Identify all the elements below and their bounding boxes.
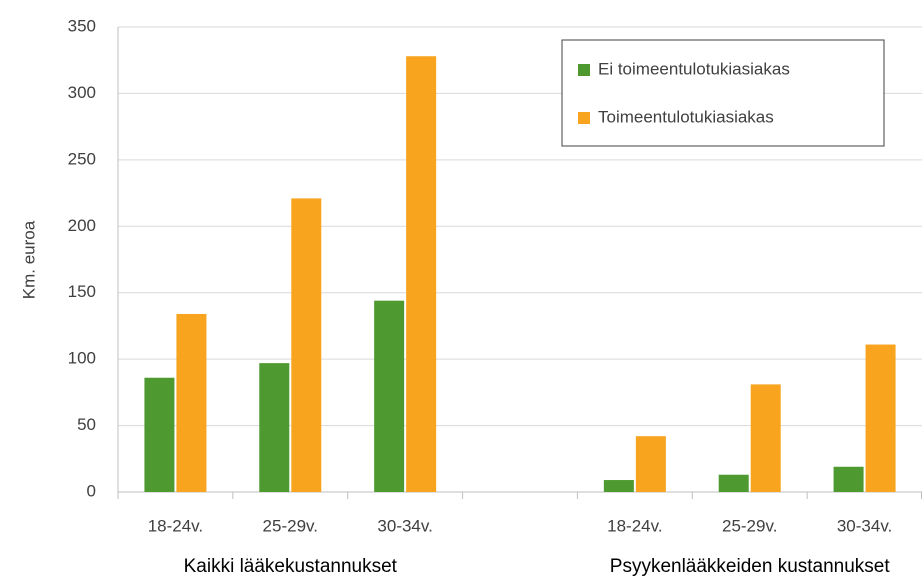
bar (291, 198, 322, 492)
group-label: Psyykenlääkkeiden kustannukset (610, 556, 891, 577)
y-axis-label: Km. euroa (19, 220, 38, 299)
legend-swatch (578, 112, 590, 124)
bar (865, 344, 896, 492)
y-tick-label: 0 (87, 481, 96, 500)
bar (603, 480, 634, 492)
bar (406, 56, 437, 492)
group-label: Kaikki lääkekustannukset (184, 556, 398, 577)
bar (176, 313, 207, 492)
bar (144, 377, 175, 492)
x-tick-label: 25-29v. (263, 516, 318, 535)
legend-label: Toimeentulotukiasiakas (598, 107, 774, 126)
y-tick-label: 150 (68, 282, 96, 301)
bar (259, 363, 290, 492)
y-tick-label: 100 (68, 349, 96, 368)
y-tick-label: 50 (77, 415, 96, 434)
x-tick-label: 18-24v. (607, 516, 662, 535)
y-tick-label: 200 (68, 216, 96, 235)
y-tick-label: 350 (68, 16, 96, 35)
legend-label: Ei toimeentulotukiasiakas (598, 59, 790, 78)
y-tick-label: 250 (68, 149, 96, 168)
bar (635, 436, 666, 492)
x-tick-label: 18-24v. (148, 516, 203, 535)
y-tick-label: 300 (68, 83, 96, 102)
x-tick-label: 25-29v. (722, 516, 777, 535)
x-tick-label: 30-34v. (377, 516, 432, 535)
bar (833, 466, 864, 492)
legend-swatch (578, 64, 590, 76)
legend-box (561, 39, 885, 147)
x-tick-label: 30-34v. (837, 516, 892, 535)
bar (374, 300, 405, 492)
bar (750, 384, 781, 492)
bar (718, 474, 749, 492)
